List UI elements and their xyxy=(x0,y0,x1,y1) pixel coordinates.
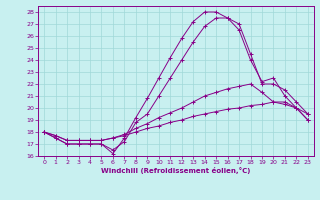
X-axis label: Windchill (Refroidissement éolien,°C): Windchill (Refroidissement éolien,°C) xyxy=(101,167,251,174)
